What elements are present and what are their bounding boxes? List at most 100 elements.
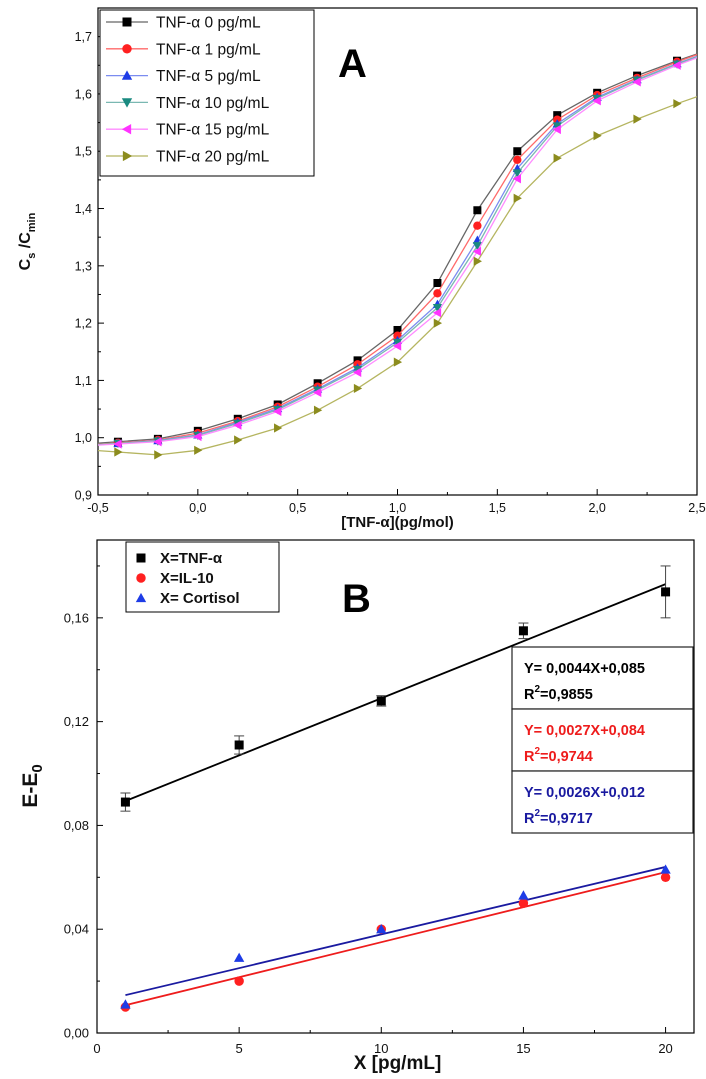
panel-b-equation-text: Y= 0,0027X+0,084 — [524, 723, 645, 739]
panel-a-xtick-label: -0,5 — [87, 501, 109, 515]
panel-b-equation-box: Y= 0,0027X+0,084 R2=0,9744 — [511, 708, 694, 772]
panel-a-ytick-label: 1,1 — [75, 374, 92, 388]
panel-a-legend-label: TNF-α 15 pg/mL — [156, 122, 270, 139]
panel-a-point — [193, 431, 202, 442]
panel-a-point — [553, 111, 562, 120]
panel-b-ylabel: E-E0 — [19, 764, 46, 807]
panel-b-xtick-label: 5 — [236, 1041, 243, 1056]
panel-a-legend-marker — [121, 70, 133, 80]
panel-a-ylabel-sub: s — [26, 253, 38, 259]
panel-a-point — [593, 131, 602, 141]
panel-b-legend: X=TNF-α X=IL-10 X= Cortisol — [125, 541, 280, 613]
panel-b-fit-line — [125, 583, 666, 802]
panel-b-point — [376, 696, 386, 706]
panel-a-point — [632, 77, 641, 87]
panel-b-r2-value: =0,9855 — [540, 687, 593, 703]
panel-b-xtick-label: 10 — [374, 1041, 388, 1056]
panel-b-ylabel-sub: 0 — [29, 764, 46, 772]
panel-a-xtick-label: 0,5 — [289, 501, 306, 515]
panel-b-point — [660, 864, 671, 874]
panel-a-series — [98, 57, 697, 449]
panel-b-equation-frame — [511, 708, 694, 772]
panel-b-r2-label: R — [524, 687, 535, 703]
panel-a: -0,5 0,0 0,5 1,0 1,5 2,0 2,5 0,9 1,0 1,1 1,2 1,3 1,4… — [17, 7, 706, 531]
panel-b-fit-line — [125, 871, 666, 1007]
panel-a-point — [473, 206, 482, 215]
panel-a-point — [433, 289, 442, 298]
panel-a-legend-label: TNF-α 0 pg/mL — [156, 15, 261, 32]
panel-b-series — [120, 565, 671, 812]
panel-a-point — [592, 96, 601, 106]
panel-b-point — [234, 740, 244, 750]
panel-b-point — [518, 626, 528, 636]
panel-a-point — [114, 447, 123, 457]
panel-a-point — [353, 383, 363, 394]
panel-b-xtick-label: 20 — [658, 1041, 672, 1056]
panel-a-point — [472, 242, 482, 251]
panel-a-point — [432, 308, 442, 318]
panel-b-point — [518, 890, 529, 900]
panel-a-ytick-label: 1,6 — [75, 87, 92, 101]
panel-a-point — [113, 439, 122, 449]
panel-b-xlabel: X [pg/mL] — [354, 1053, 442, 1074]
panel-a-point — [513, 147, 522, 156]
panel-a-point — [513, 193, 522, 203]
panel-b-legend-label: X=TNF-α — [160, 550, 223, 567]
panel-a-point — [233, 420, 242, 430]
panel-b-r2-sup: 2 — [534, 746, 540, 757]
panel-b-equation-box: Y= 0,0044X+0,085 R2=0,9855 — [511, 646, 694, 710]
panel-a-legend-marker — [121, 124, 132, 135]
panel-b-point — [233, 952, 245, 962]
panel-a-ytick-label: 1,2 — [75, 317, 92, 331]
panel-b-ytick-label: 0,16 — [64, 610, 89, 625]
panel-a-point — [672, 60, 681, 70]
panel-a-point — [633, 114, 642, 124]
panel-a-point — [274, 423, 283, 433]
panel-a-point — [154, 450, 163, 460]
panel-a-series — [98, 96, 697, 460]
panel-a-xtick-label: 2,0 — [588, 501, 605, 515]
panel-b-point — [120, 999, 131, 1009]
panel-a-point — [392, 338, 403, 348]
panel-a-point — [313, 387, 322, 398]
panel-b-r2-text: R2=0,9744 — [524, 746, 593, 765]
panel-b-equation-frame — [511, 770, 694, 834]
panel-a-legend-box — [99, 9, 315, 177]
panel-a-ytick-label: 1,0 — [75, 431, 92, 445]
panel-a-ylabel-sub: min — [26, 212, 38, 232]
panel-a-legend-label: TNF-α 20 pg/mL — [156, 149, 270, 166]
panel-b-r2-value: =0,9744 — [540, 749, 593, 765]
panel-a-point — [673, 99, 682, 109]
panel-b-r2-sup: 2 — [534, 684, 540, 695]
panel-a-ytick-label: 1,4 — [75, 202, 92, 216]
panel-a-legend-label: TNF-α 1 pg/mL — [156, 41, 261, 58]
panel-a-legend: TNF-α 0 pg/mL TNF-α 1 pg/mL TNF-α 5 pg/mL T… — [99, 9, 315, 177]
panel-b-series — [120, 872, 671, 1012]
panel-b-r2-text: R2=0,9717 — [524, 808, 593, 827]
panel-b-point — [661, 587, 671, 597]
panel-a-point — [512, 169, 522, 178]
panel-b-legend-label: X=IL-10 — [160, 570, 214, 587]
panel-b-legend-label: X= Cortisol — [160, 590, 240, 607]
panel-b-series — [120, 864, 671, 1009]
panel-a-point — [194, 445, 203, 455]
panel-a-legend-label: TNF-α 5 pg/mL — [156, 68, 261, 85]
panel-b-r2-text: R2=0,9855 — [524, 684, 593, 703]
panel-b-equation-frame — [511, 646, 694, 710]
panel-b-frame — [96, 539, 695, 1034]
panel-b-legend-marker — [135, 592, 147, 603]
panel-a-point — [432, 303, 443, 313]
panel-a-point — [313, 405, 323, 415]
panel-a-point — [473, 221, 482, 230]
panel-b-legend-box — [125, 541, 280, 613]
panel-a-xtick-label: 1,0 — [389, 501, 406, 515]
panel-a-point — [234, 435, 243, 445]
panel-a-ytick-label: 1,7 — [75, 30, 92, 44]
panel-a-point — [553, 153, 562, 163]
panel-a-legend-label: TNF-α 10 pg/mL — [156, 95, 270, 112]
panel-b-point — [660, 872, 671, 883]
panel-b-r2-label: R — [524, 749, 535, 765]
panel-a-point — [512, 174, 521, 184]
panel-a-point — [393, 357, 403, 367]
